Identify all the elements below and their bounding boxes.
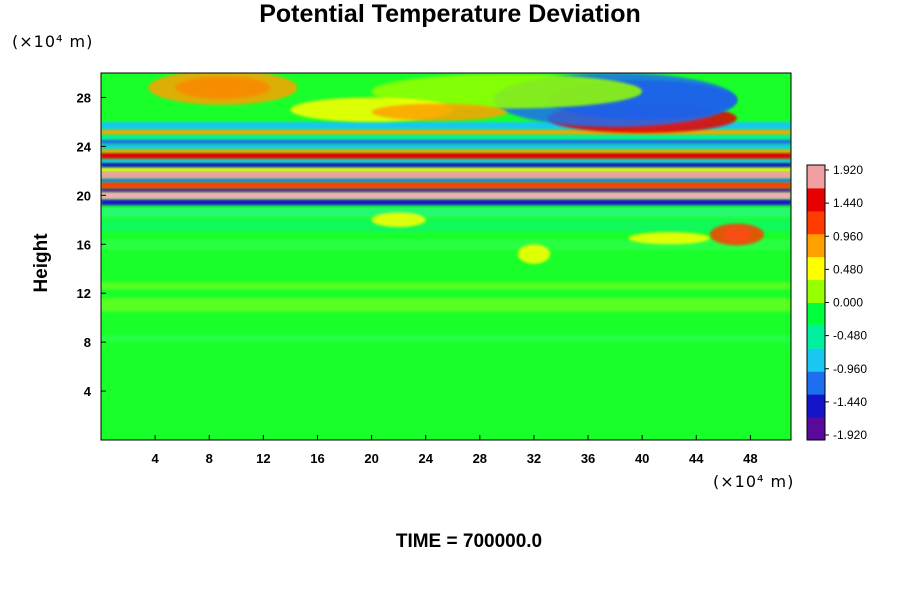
y-tick-label: 28 (77, 90, 91, 105)
y-tick-label: 4 (84, 384, 92, 399)
field-band (101, 134, 791, 140)
x-axis-unit: (×10⁴ m) (713, 472, 795, 491)
field-band (101, 162, 791, 168)
x-tick-label: 36 (581, 451, 595, 466)
colorbar-swatch (807, 210, 825, 235)
colorbar-swatch (807, 417, 825, 441)
time-label: TIME = 700000.0 (395, 531, 543, 552)
field-band (101, 170, 791, 179)
y-tick-label: 16 (77, 237, 91, 252)
field-band (101, 187, 791, 192)
colorbar-tick-label: -0.960 (833, 362, 867, 376)
field-band (101, 239, 791, 251)
field-patch (371, 103, 507, 121)
field-band (101, 148, 791, 153)
x-tick-label: 28 (473, 451, 487, 466)
y-tick-label: 12 (77, 286, 91, 301)
field-band (101, 207, 791, 218)
colorbar-swatch (807, 233, 825, 258)
colorbar-swatch (807, 256, 825, 281)
field-band (101, 158, 791, 163)
field-band (101, 219, 791, 233)
field-band (101, 334, 791, 343)
colorbar-swatch (807, 279, 825, 303)
x-tick-label: 16 (310, 451, 324, 466)
field-patch (371, 212, 426, 228)
field-band (101, 199, 791, 206)
colorbar-tick-label: 1.440 (833, 196, 863, 210)
colorbar-swatch (807, 187, 825, 212)
colorbar-tick-label: 1.920 (833, 163, 863, 177)
colorbar-swatch (807, 302, 825, 326)
field-band (101, 152, 791, 159)
field-band (101, 121, 791, 130)
colorbar-swatch (807, 371, 825, 395)
colorbar-swatch (807, 165, 825, 189)
field-patch (517, 244, 551, 264)
x-tick-label: 4 (152, 451, 160, 466)
colorbar-tick-label: 0.960 (833, 229, 863, 243)
colorbar-tick-label: -1.440 (833, 395, 867, 409)
y-tick-label: 20 (77, 188, 91, 203)
x-tick-label: 32 (527, 451, 541, 466)
field-band (101, 139, 791, 144)
x-tick-label: 40 (635, 451, 649, 466)
x-tick-label: 44 (689, 451, 704, 466)
field-patch (628, 232, 710, 245)
colorbar-tick-label: -0.480 (833, 329, 867, 343)
x-tick-label: 48 (743, 451, 757, 466)
field-band (101, 178, 791, 182)
y-tick-label: 24 (77, 139, 92, 154)
x-tick-label: 8 (206, 451, 213, 466)
field-patch (371, 74, 643, 109)
colorbar-tick-label: -1.920 (833, 428, 867, 442)
colorbar-tick-label: 0.000 (833, 296, 863, 310)
field-band (101, 143, 791, 149)
y-axis-unit: (×10⁴ m) (12, 32, 94, 51)
field-patch (148, 73, 298, 105)
field-band (101, 298, 791, 312)
y-axis-ticks: 4 8 12 16 20 24 28 (77, 90, 106, 399)
field-band (101, 181, 791, 188)
chart-title: Potential Temperature Deviation (259, 0, 641, 28)
field-band (101, 282, 791, 290)
colorbar: 1.920 1.440 0.960 0.480 0.000 -0.480 -0.960 -1.… (806, 163, 867, 442)
colorbar-swatch (807, 348, 825, 372)
field-band (101, 191, 791, 200)
field-band (101, 129, 791, 135)
field-patch (709, 223, 764, 246)
colorbar-swatch (807, 394, 825, 418)
y-tick-label: 8 (84, 335, 91, 350)
x-tick-label: 12 (256, 451, 270, 466)
x-axis-ticks: 4 8 12 16 20 24 28 32 36 40 44 48 (152, 435, 758, 466)
colorbar-swatch (807, 325, 825, 349)
colorbar-tick-label: 0.480 (833, 262, 863, 276)
field-band (101, 167, 791, 171)
plot-frame (100, 72, 792, 441)
x-tick-label: 20 (364, 451, 378, 466)
x-tick-label: 24 (418, 451, 433, 466)
heatmap-field (101, 73, 791, 440)
